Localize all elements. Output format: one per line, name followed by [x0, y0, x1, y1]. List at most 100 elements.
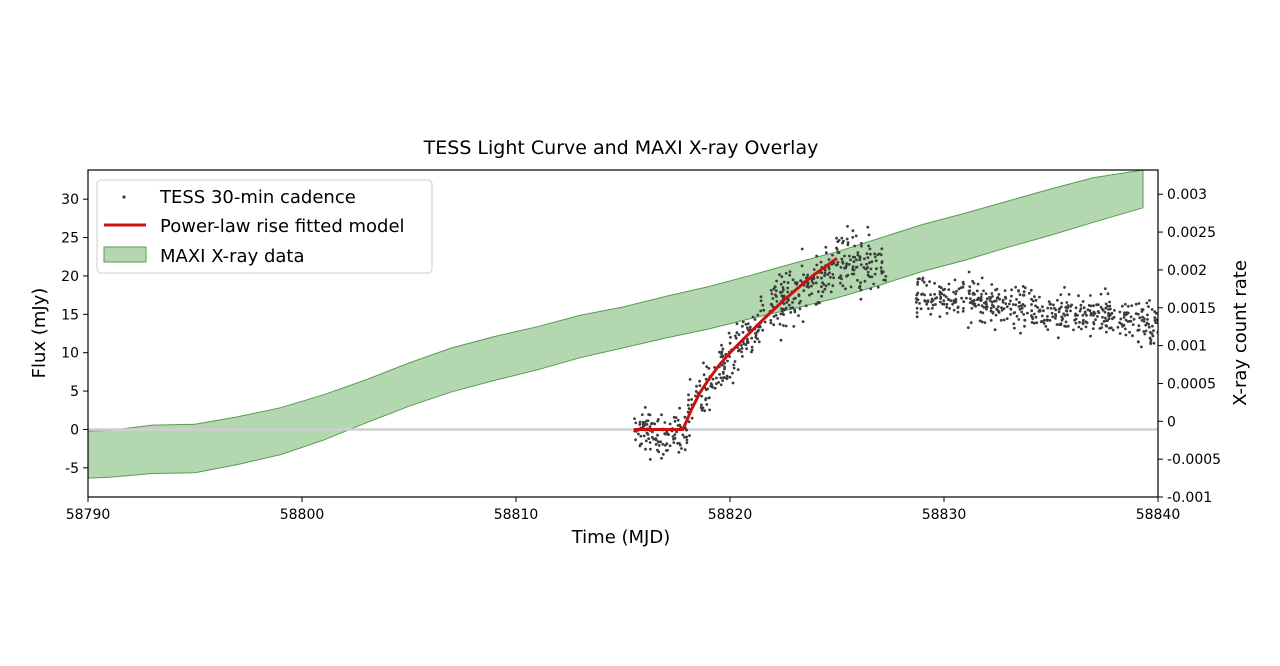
maxi-band	[88, 170, 1144, 479]
tess-point	[774, 293, 777, 297]
tess-point	[952, 308, 956, 312]
tess-point	[829, 276, 832, 279]
tess-point	[1122, 316, 1126, 319]
tess-point	[841, 284, 845, 288]
tess-point	[828, 271, 831, 275]
y2-axis-label: X-ray count rate	[1230, 260, 1251, 406]
tess-point	[642, 434, 646, 438]
tess-point	[851, 268, 855, 272]
tess-point	[694, 394, 697, 398]
tess-point	[759, 299, 763, 303]
tess-point	[1120, 304, 1124, 308]
tess-point	[858, 286, 861, 289]
tess-point	[990, 283, 994, 286]
tess-point	[800, 247, 804, 251]
tess-point	[989, 319, 993, 322]
tess-point	[782, 288, 785, 292]
tess-point	[1081, 300, 1085, 303]
tess-point	[922, 280, 926, 284]
tess-point	[799, 299, 802, 303]
tess-point	[690, 398, 693, 401]
tess-point	[1003, 289, 1007, 292]
tess-point	[884, 278, 887, 282]
tess-point	[638, 423, 642, 426]
tess-point	[1004, 296, 1008, 300]
tess-point	[653, 422, 657, 426]
tess-point	[837, 276, 841, 280]
tess-point	[1142, 317, 1146, 320]
tess-point	[656, 433, 659, 437]
tess-point	[1147, 325, 1151, 329]
tess-point	[866, 225, 870, 229]
tess-point	[1082, 306, 1086, 310]
tess-point	[999, 318, 1003, 322]
tess-point	[733, 334, 737, 338]
tess-point	[732, 363, 736, 367]
tess-point	[997, 293, 1001, 296]
tess-point	[685, 438, 689, 442]
tess-point	[672, 415, 676, 419]
plot-frame	[87, 169, 1159, 498]
tess-point	[1140, 319, 1144, 322]
tess-point	[1057, 310, 1061, 314]
tess-point	[666, 448, 669, 452]
tess-point	[1136, 312, 1140, 316]
tess-point	[1017, 305, 1021, 308]
tess-point	[820, 276, 823, 280]
tess-point	[1054, 308, 1058, 312]
tess-point	[719, 376, 723, 380]
tess-point	[1104, 324, 1108, 327]
tess-point	[1101, 308, 1105, 312]
tess-point	[1121, 325, 1124, 328]
tess-point	[865, 262, 868, 266]
y-tick-label: -5	[65, 461, 79, 477]
tess-point	[816, 276, 819, 279]
tess-point	[1137, 328, 1141, 332]
tess-point	[995, 296, 999, 300]
tess-point	[956, 310, 960, 314]
tess-point	[1002, 307, 1006, 310]
tess-point	[952, 290, 955, 294]
tess-point	[737, 333, 741, 336]
tess-point	[1104, 306, 1108, 310]
tess-point	[1153, 319, 1157, 322]
tess-point	[1069, 309, 1072, 313]
tess-point	[868, 275, 872, 279]
tess-point	[801, 320, 805, 323]
legend-box	[96, 179, 433, 274]
tess-point	[1107, 317, 1111, 321]
tess-point	[951, 302, 954, 306]
tess-point	[788, 270, 792, 274]
tess-point	[1096, 310, 1100, 313]
tess-point	[645, 431, 649, 435]
tess-point	[775, 279, 778, 283]
tess-point	[723, 376, 726, 379]
tess-point	[1074, 321, 1078, 325]
tess-point	[745, 347, 748, 351]
tess-point	[1031, 317, 1035, 321]
tess-point	[1076, 313, 1079, 317]
tess-point	[876, 285, 880, 289]
tess-point	[827, 282, 831, 286]
tess-point	[1150, 332, 1154, 336]
tess-point	[781, 324, 785, 327]
tess-point	[823, 271, 827, 275]
tess-point	[1103, 287, 1107, 290]
tess-point	[856, 253, 860, 257]
x-tick-label: 58830	[922, 507, 967, 523]
tess-point	[916, 298, 920, 302]
tess-point	[934, 297, 937, 300]
tess-point	[832, 276, 835, 280]
tess-point	[815, 263, 819, 267]
tess-point	[711, 377, 715, 381]
tess-point	[849, 258, 852, 262]
tess-point	[920, 293, 923, 296]
tess-point	[797, 293, 801, 297]
tess-point	[634, 438, 637, 442]
tess-point	[966, 326, 970, 329]
tess-point	[846, 273, 850, 277]
tess-point	[942, 302, 946, 306]
tess-point	[740, 344, 743, 347]
tess-point	[1074, 306, 1078, 310]
tess-point	[786, 286, 790, 290]
